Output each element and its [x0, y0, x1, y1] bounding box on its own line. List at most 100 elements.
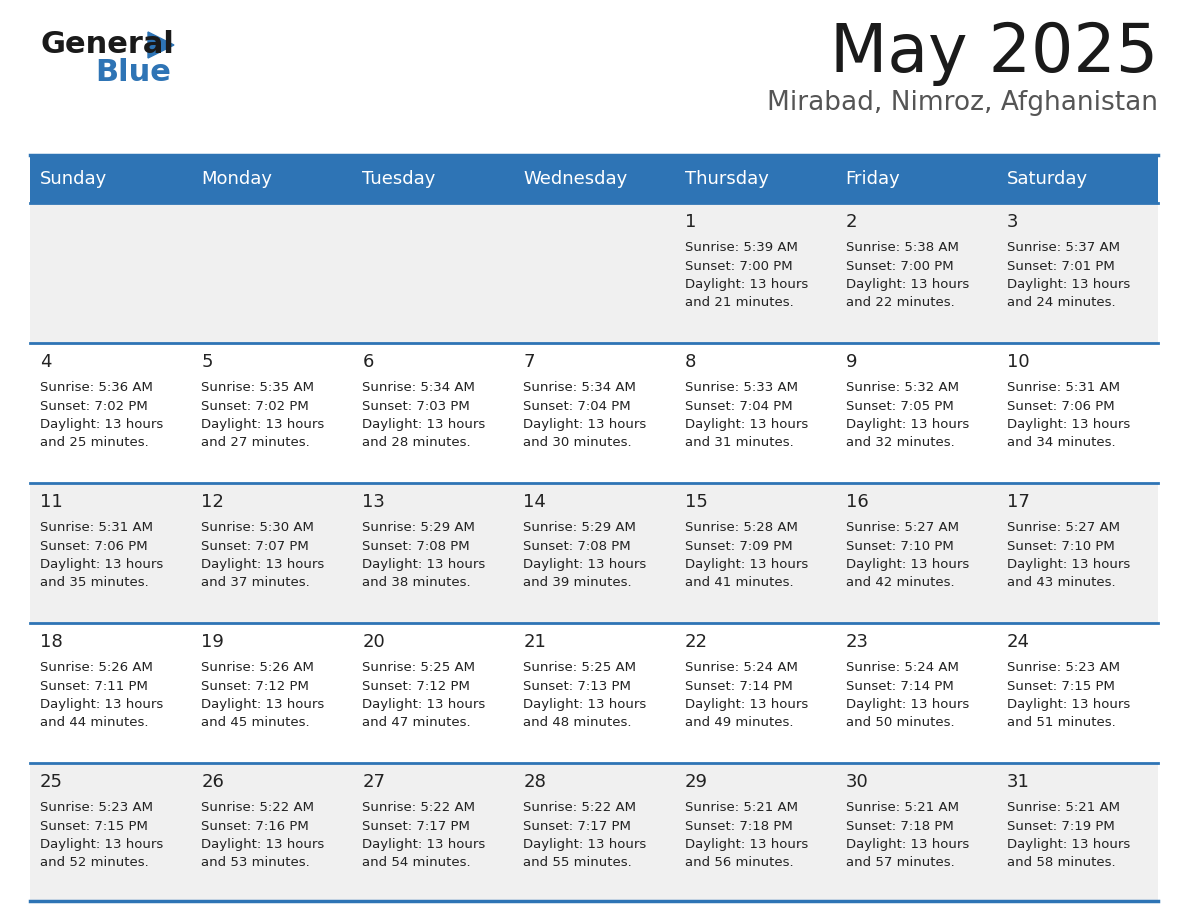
Text: General: General: [40, 30, 173, 59]
Text: Daylight: 13 hours: Daylight: 13 hours: [1007, 278, 1130, 291]
Text: Sunset: 7:00 PM: Sunset: 7:00 PM: [846, 260, 953, 273]
Text: Sunrise: 5:27 AM: Sunrise: 5:27 AM: [846, 521, 959, 534]
Text: Sunrise: 5:25 AM: Sunrise: 5:25 AM: [524, 661, 637, 674]
Text: 30: 30: [846, 773, 868, 791]
Text: Sunset: 7:12 PM: Sunset: 7:12 PM: [362, 679, 470, 692]
Text: and 28 minutes.: and 28 minutes.: [362, 436, 470, 450]
Text: Mirabad, Nimroz, Afghanistan: Mirabad, Nimroz, Afghanistan: [767, 90, 1158, 116]
Text: Daylight: 13 hours: Daylight: 13 hours: [362, 418, 486, 431]
Text: Sunset: 7:08 PM: Sunset: 7:08 PM: [362, 540, 470, 553]
Text: Sunrise: 5:21 AM: Sunrise: 5:21 AM: [846, 801, 959, 814]
Text: and 25 minutes.: and 25 minutes.: [40, 436, 148, 450]
Text: Daylight: 13 hours: Daylight: 13 hours: [1007, 698, 1130, 711]
Text: Thursday: Thursday: [684, 170, 769, 188]
Text: 13: 13: [362, 493, 385, 511]
Text: 27: 27: [362, 773, 385, 791]
Text: Sunrise: 5:35 AM: Sunrise: 5:35 AM: [201, 381, 314, 394]
Text: Daylight: 13 hours: Daylight: 13 hours: [684, 278, 808, 291]
Text: and 38 minutes.: and 38 minutes.: [362, 577, 470, 589]
Text: Sunset: 7:06 PM: Sunset: 7:06 PM: [40, 540, 147, 553]
Text: and 27 minutes.: and 27 minutes.: [201, 436, 310, 450]
Text: Sunset: 7:11 PM: Sunset: 7:11 PM: [40, 679, 147, 692]
Text: Sunrise: 5:22 AM: Sunrise: 5:22 AM: [362, 801, 475, 814]
Text: and 48 minutes.: and 48 minutes.: [524, 717, 632, 730]
Bar: [30, 763, 1158, 903]
Text: Daylight: 13 hours: Daylight: 13 hours: [1007, 838, 1130, 851]
Text: and 34 minutes.: and 34 minutes.: [1007, 436, 1116, 450]
Text: Sunrise: 5:34 AM: Sunrise: 5:34 AM: [362, 381, 475, 394]
Text: Sunset: 7:19 PM: Sunset: 7:19 PM: [1007, 820, 1114, 833]
Text: Daylight: 13 hours: Daylight: 13 hours: [1007, 418, 1130, 431]
Text: and 35 minutes.: and 35 minutes.: [40, 577, 148, 589]
Text: Sunset: 7:06 PM: Sunset: 7:06 PM: [1007, 399, 1114, 412]
Text: Daylight: 13 hours: Daylight: 13 hours: [1007, 558, 1130, 571]
Text: 17: 17: [1007, 493, 1030, 511]
Text: 9: 9: [846, 353, 858, 371]
Text: Sunset: 7:04 PM: Sunset: 7:04 PM: [684, 399, 792, 412]
Text: Sunrise: 5:25 AM: Sunrise: 5:25 AM: [362, 661, 475, 674]
Text: Daylight: 13 hours: Daylight: 13 hours: [201, 698, 324, 711]
Text: Daylight: 13 hours: Daylight: 13 hours: [201, 558, 324, 571]
Text: Sunset: 7:02 PM: Sunset: 7:02 PM: [201, 399, 309, 412]
Text: and 41 minutes.: and 41 minutes.: [684, 577, 794, 589]
Text: and 24 minutes.: and 24 minutes.: [1007, 297, 1116, 309]
Text: Sunrise: 5:36 AM: Sunrise: 5:36 AM: [40, 381, 153, 394]
Text: 23: 23: [846, 633, 868, 651]
Text: Daylight: 13 hours: Daylight: 13 hours: [40, 558, 163, 571]
Polygon shape: [148, 32, 173, 58]
Text: Daylight: 13 hours: Daylight: 13 hours: [846, 698, 969, 711]
Text: Sunday: Sunday: [40, 170, 107, 188]
Text: 15: 15: [684, 493, 707, 511]
Text: 20: 20: [362, 633, 385, 651]
Text: and 31 minutes.: and 31 minutes.: [684, 436, 794, 450]
Text: Sunrise: 5:34 AM: Sunrise: 5:34 AM: [524, 381, 637, 394]
Bar: [30, 203, 1158, 343]
Text: Sunset: 7:00 PM: Sunset: 7:00 PM: [684, 260, 792, 273]
Text: Sunrise: 5:26 AM: Sunrise: 5:26 AM: [40, 661, 153, 674]
Text: Sunset: 7:16 PM: Sunset: 7:16 PM: [201, 820, 309, 833]
Text: Sunrise: 5:23 AM: Sunrise: 5:23 AM: [1007, 661, 1120, 674]
Text: and 42 minutes.: and 42 minutes.: [846, 577, 954, 589]
Text: 10: 10: [1007, 353, 1030, 371]
Text: 12: 12: [201, 493, 225, 511]
Text: Sunset: 7:09 PM: Sunset: 7:09 PM: [684, 540, 792, 553]
Text: Daylight: 13 hours: Daylight: 13 hours: [362, 558, 486, 571]
Text: Sunset: 7:18 PM: Sunset: 7:18 PM: [846, 820, 954, 833]
Text: and 21 minutes.: and 21 minutes.: [684, 297, 794, 309]
Text: Sunrise: 5:24 AM: Sunrise: 5:24 AM: [684, 661, 797, 674]
Text: Sunset: 7:13 PM: Sunset: 7:13 PM: [524, 679, 631, 692]
Text: Monday: Monday: [201, 170, 272, 188]
Text: 26: 26: [201, 773, 225, 791]
Text: Sunrise: 5:33 AM: Sunrise: 5:33 AM: [684, 381, 797, 394]
Text: Daylight: 13 hours: Daylight: 13 hours: [684, 418, 808, 431]
Text: Daylight: 13 hours: Daylight: 13 hours: [684, 558, 808, 571]
Text: Daylight: 13 hours: Daylight: 13 hours: [524, 558, 646, 571]
Bar: [30, 483, 1158, 623]
Text: Sunset: 7:18 PM: Sunset: 7:18 PM: [684, 820, 792, 833]
Text: Sunset: 7:01 PM: Sunset: 7:01 PM: [1007, 260, 1114, 273]
Text: Sunset: 7:10 PM: Sunset: 7:10 PM: [846, 540, 954, 553]
Text: and 54 minutes.: and 54 minutes.: [362, 856, 470, 869]
Text: Sunset: 7:17 PM: Sunset: 7:17 PM: [362, 820, 470, 833]
Text: Sunset: 7:04 PM: Sunset: 7:04 PM: [524, 399, 631, 412]
Text: Sunrise: 5:32 AM: Sunrise: 5:32 AM: [846, 381, 959, 394]
Text: Sunset: 7:07 PM: Sunset: 7:07 PM: [201, 540, 309, 553]
Text: and 58 minutes.: and 58 minutes.: [1007, 856, 1116, 869]
Text: and 56 minutes.: and 56 minutes.: [684, 856, 794, 869]
Text: Sunset: 7:14 PM: Sunset: 7:14 PM: [684, 679, 792, 692]
Text: Sunset: 7:03 PM: Sunset: 7:03 PM: [362, 399, 470, 412]
Text: Sunrise: 5:24 AM: Sunrise: 5:24 AM: [846, 661, 959, 674]
Text: 16: 16: [846, 493, 868, 511]
Text: Daylight: 13 hours: Daylight: 13 hours: [362, 838, 486, 851]
Bar: [30, 623, 1158, 763]
Text: Blue: Blue: [95, 58, 171, 87]
Text: Daylight: 13 hours: Daylight: 13 hours: [846, 558, 969, 571]
Text: Daylight: 13 hours: Daylight: 13 hours: [201, 418, 324, 431]
Text: Sunrise: 5:30 AM: Sunrise: 5:30 AM: [201, 521, 314, 534]
Text: Daylight: 13 hours: Daylight: 13 hours: [40, 838, 163, 851]
Text: Sunset: 7:10 PM: Sunset: 7:10 PM: [1007, 540, 1114, 553]
Text: and 53 minutes.: and 53 minutes.: [201, 856, 310, 869]
Text: Daylight: 13 hours: Daylight: 13 hours: [524, 838, 646, 851]
Text: Daylight: 13 hours: Daylight: 13 hours: [846, 278, 969, 291]
Text: Daylight: 13 hours: Daylight: 13 hours: [201, 838, 324, 851]
